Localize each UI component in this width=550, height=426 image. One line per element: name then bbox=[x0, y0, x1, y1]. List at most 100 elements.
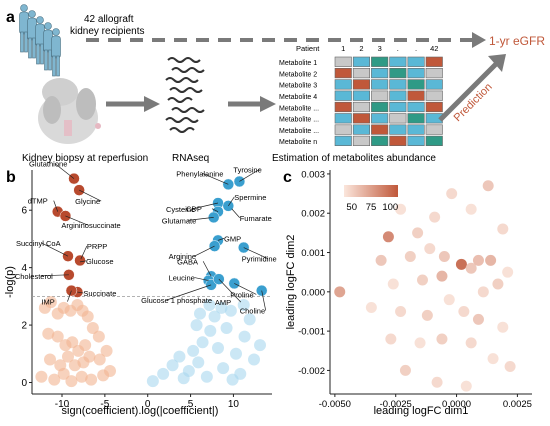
heatmap-cell bbox=[352, 56, 371, 67]
volcano-point-label: AMP bbox=[215, 298, 231, 307]
logfc-point bbox=[382, 231, 394, 243]
arrow-head-icon bbox=[260, 96, 276, 112]
logfc-point bbox=[497, 223, 509, 235]
volcano-point bbox=[81, 310, 94, 323]
volcano-label-connector bbox=[239, 169, 260, 182]
volcano-point bbox=[146, 375, 159, 388]
heatmap-cell bbox=[334, 68, 352, 79]
logfc-point bbox=[334, 286, 346, 298]
volcano-point bbox=[224, 304, 237, 317]
patient-header-label: 42 bbox=[430, 44, 438, 53]
volcano-point bbox=[200, 370, 213, 383]
volcano-point-label: Fumarate bbox=[240, 214, 272, 223]
logfc-legend-tick-label: 100 bbox=[382, 202, 398, 213]
heatmap-cell bbox=[425, 79, 443, 90]
heatmap-cell bbox=[425, 124, 443, 135]
volcano-point-label: Tyrosine bbox=[233, 165, 261, 174]
volcano-ylabel: -log(p) bbox=[4, 266, 16, 298]
volcano-point bbox=[48, 373, 61, 386]
panel-a-label: a bbox=[6, 9, 15, 26]
volcano-label-connector bbox=[202, 261, 212, 277]
prediction-arrow-head-icon bbox=[488, 54, 506, 72]
logfc-point bbox=[465, 203, 477, 215]
heatmap-cell bbox=[407, 101, 425, 113]
logfc-point bbox=[485, 254, 497, 266]
metabolite-row-label: Metabolite ... bbox=[279, 105, 319, 112]
volcano-point bbox=[238, 330, 251, 343]
heatmap-cell bbox=[334, 124, 352, 135]
volcano-point-label: Succinate bbox=[83, 289, 116, 298]
volcano-point-label: Glucose 1 phosphate bbox=[141, 296, 212, 305]
metabolite-row-label: Metabolite n bbox=[279, 139, 317, 146]
volcano-label-connector bbox=[194, 245, 215, 257]
logfc-legend-colorbar bbox=[344, 185, 398, 197]
volcano-label-connector bbox=[40, 274, 69, 277]
patient-header-label: Patient bbox=[296, 44, 320, 53]
volcano-point bbox=[243, 313, 256, 326]
heatmap-cell bbox=[352, 90, 371, 101]
recipients-text-line1: 42 allograft bbox=[84, 14, 134, 25]
logfc-point bbox=[487, 353, 499, 365]
volcano-point bbox=[215, 301, 228, 314]
volcano-label-connector bbox=[77, 291, 84, 294]
volcano-point bbox=[190, 319, 203, 332]
volcano-x-tick-label: 10 bbox=[228, 399, 240, 410]
logfc-y-tick-label: -0.001 bbox=[298, 327, 325, 338]
logfc-x-tick-label: -0.0050 bbox=[319, 399, 351, 410]
volcano-label-connector bbox=[65, 215, 88, 226]
metabolite-heatmap: Patient 1 2 3.. 42 Metabolite 1 Metabolite 2 Me… bbox=[279, 44, 443, 146]
logfc-point bbox=[446, 188, 458, 200]
volcano-point-label: GABA bbox=[177, 257, 198, 266]
heatmap-cell bbox=[407, 124, 425, 135]
logfc-point bbox=[416, 274, 428, 286]
heatmap-cell bbox=[389, 79, 407, 90]
logfc-point bbox=[502, 266, 514, 278]
volcano-point-label: Arginine bbox=[169, 252, 197, 261]
volcano-label-connector bbox=[191, 202, 219, 210]
logfc-y-tick-label: 0.003 bbox=[301, 169, 325, 180]
heatmap-cell bbox=[389, 113, 407, 124]
volcano-point bbox=[57, 367, 70, 380]
panel-c: c -0.0050 -0.0025 0.0000 0.0025 -0.002 -0.001… bbox=[283, 169, 532, 417]
logfc-legend-tick-label: 50 bbox=[346, 202, 357, 213]
volcano-xlabel: sign(coefficient).log(|coefficient|) bbox=[62, 405, 219, 417]
output-label: 1-yr eGFR bbox=[489, 34, 545, 48]
volcano-label-connector bbox=[187, 217, 214, 221]
logfc-point bbox=[385, 333, 397, 345]
volcano-point bbox=[62, 350, 74, 363]
metabolite-row-label: Metabolite 3 bbox=[279, 83, 317, 90]
heatmap-cell bbox=[389, 68, 407, 79]
patient-header-label: 2 bbox=[359, 44, 363, 53]
heatmap-cell bbox=[389, 90, 407, 101]
logfc-point bbox=[492, 278, 504, 290]
logfc-point bbox=[395, 203, 407, 215]
logfc-point bbox=[460, 380, 472, 392]
heatmap-cell bbox=[425, 101, 443, 113]
volcano-point-label: Argininosuccinate bbox=[61, 221, 120, 230]
logfc-point bbox=[365, 302, 377, 314]
volcano-point-label: IMP bbox=[41, 298, 54, 307]
volcano-point bbox=[187, 344, 200, 357]
volcano-x-tick-label: -5 bbox=[100, 399, 109, 410]
logfc-x-tick-label: 0.0000 bbox=[442, 399, 471, 410]
volcano-label-connector bbox=[202, 173, 229, 185]
recipients-text-line2: kidney recipients bbox=[70, 26, 144, 37]
dashed-arrow-head-icon bbox=[472, 32, 486, 48]
metabolite-row-label: Metabolite 2 bbox=[279, 71, 317, 78]
logfc-point bbox=[429, 211, 441, 223]
heatmap-cell bbox=[389, 135, 407, 147]
patient-header-label: . bbox=[415, 44, 417, 53]
volcano-point bbox=[104, 365, 116, 378]
logfc-point bbox=[412, 227, 424, 239]
patient-header-label: 1 bbox=[341, 44, 345, 53]
volcano-point bbox=[157, 367, 170, 380]
heatmap-cell bbox=[352, 68, 371, 79]
patient-header-label: . bbox=[397, 44, 399, 53]
volcano-point bbox=[208, 310, 221, 323]
heatmap-cell bbox=[371, 124, 389, 135]
heatmap-cell bbox=[352, 101, 371, 113]
volcano-point-label: Leucine bbox=[169, 274, 195, 283]
volcano-point bbox=[254, 339, 266, 352]
panel-b-label: b bbox=[6, 169, 16, 186]
